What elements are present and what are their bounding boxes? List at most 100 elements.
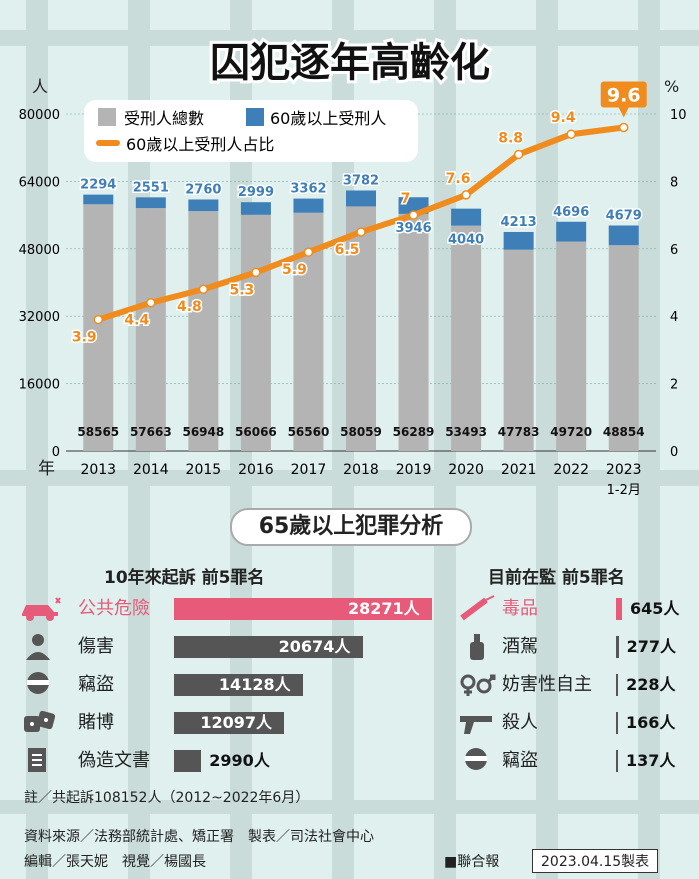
share-label: 4.8 bbox=[177, 299, 202, 315]
bar-elderly bbox=[188, 199, 219, 212]
dice-icon bbox=[18, 708, 62, 736]
syringe-icon bbox=[456, 594, 500, 622]
rank-bar bbox=[174, 674, 303, 696]
bar-total bbox=[451, 225, 482, 451]
share-point bbox=[251, 267, 261, 278]
y2-tick-label: 8 bbox=[670, 175, 678, 190]
bar-total-label: 56948 bbox=[182, 425, 224, 439]
left-axis-unit: 人 bbox=[32, 77, 48, 96]
bar-total bbox=[503, 249, 534, 451]
rank-value: 137人 bbox=[626, 751, 676, 770]
bar-elderly-label: 3782 bbox=[343, 173, 379, 188]
share-label: 9.6 bbox=[607, 84, 641, 106]
x-tick-label: 2022 bbox=[553, 462, 589, 478]
gun-icon bbox=[456, 708, 500, 736]
rank-bar bbox=[616, 674, 619, 696]
bar-elderly bbox=[451, 208, 482, 226]
legend-swatch-share bbox=[96, 140, 120, 146]
y2-tick-label: 0 bbox=[670, 445, 678, 460]
rank-bar bbox=[616, 750, 618, 772]
y2-tick-label: 2 bbox=[670, 378, 678, 393]
source-line: 資料來源／法務部統計處、矯正署 製表／司法社會中心 bbox=[24, 829, 374, 845]
rank-label: 酒駕 bbox=[502, 636, 538, 657]
share-point bbox=[198, 284, 209, 294]
rank-bar bbox=[174, 712, 285, 734]
bar-elderly bbox=[135, 197, 166, 209]
bar-total-label: 53493 bbox=[445, 425, 487, 439]
analysis-title: 65歲以上犯罪分析 bbox=[230, 508, 472, 546]
legend-label-elderly: 60歲以上受刑人 bbox=[270, 109, 386, 128]
bar-total bbox=[240, 214, 271, 451]
injury-icon bbox=[18, 632, 62, 660]
bar-elderly-label: 2551 bbox=[133, 180, 169, 195]
bar-elderly-label: 4679 bbox=[606, 208, 642, 223]
share-label: 9.4 bbox=[551, 110, 576, 126]
bar-elderly-label: 3362 bbox=[290, 182, 326, 197]
bar-total-label: 56289 bbox=[393, 425, 435, 439]
share-point bbox=[303, 247, 314, 257]
thief-icon bbox=[456, 746, 500, 774]
share-label: 5.9 bbox=[282, 262, 307, 278]
chart-title: 囚犯逐年高齡化 bbox=[210, 40, 490, 86]
share-label: 8.8 bbox=[498, 130, 523, 146]
bar-total-label: 56560 bbox=[288, 425, 330, 439]
rank-value: 20674人 bbox=[278, 637, 351, 656]
bar-total bbox=[398, 213, 429, 451]
y2-tick-label: 6 bbox=[670, 243, 678, 258]
bar-elderly bbox=[503, 231, 534, 250]
rank-value: 166人 bbox=[626, 713, 676, 732]
bar-total-label: 49720 bbox=[550, 425, 592, 439]
y-tick-label: 16000 bbox=[19, 378, 60, 393]
rank-bar bbox=[616, 598, 622, 620]
document-icon bbox=[18, 746, 62, 774]
x-tick-label: 2016 bbox=[238, 462, 274, 478]
share-label: 6.5 bbox=[335, 242, 360, 258]
rank-bar bbox=[616, 636, 619, 658]
rank-bar bbox=[174, 636, 363, 658]
bar-elderly bbox=[83, 194, 114, 205]
share-callout-pointer bbox=[618, 107, 629, 118]
bar-total-label: 57663 bbox=[130, 425, 172, 439]
x-tick-label: 2014 bbox=[133, 462, 169, 478]
bar-total bbox=[346, 206, 376, 451]
bar-elderly bbox=[556, 221, 587, 242]
rank-label: 偽造文書 bbox=[78, 750, 150, 771]
bar-elderly bbox=[346, 190, 376, 207]
x-tick-label: 2019 bbox=[396, 462, 432, 478]
x-tick-label: 2017 bbox=[291, 462, 327, 478]
bar-total-label: 58565 bbox=[77, 425, 119, 439]
share-point bbox=[461, 190, 471, 200]
thief-icon bbox=[18, 670, 62, 698]
bar-elderly-label: 4696 bbox=[553, 205, 589, 220]
legend-swatch-total bbox=[98, 108, 116, 126]
bar-total bbox=[135, 208, 166, 451]
bar-elderly-label: 2760 bbox=[185, 182, 221, 197]
share-label: 7 bbox=[401, 191, 411, 207]
x-tick-label: 2013 bbox=[80, 462, 116, 478]
rank-label: 殺人 bbox=[502, 712, 538, 733]
rank-value: 2990人 bbox=[209, 751, 270, 770]
bar-total-label: 48854 bbox=[603, 425, 645, 439]
bar-elderly bbox=[293, 198, 324, 213]
rank-label: 公共危險 bbox=[78, 598, 150, 619]
share-point bbox=[513, 149, 524, 160]
share-point bbox=[408, 210, 419, 220]
bar-elderly bbox=[608, 225, 639, 246]
share-callout-box bbox=[600, 81, 647, 108]
date-stamp: 2023.04.15製表 bbox=[532, 849, 659, 873]
rank-label: 傷害 bbox=[78, 636, 114, 657]
rank-value: 645人 bbox=[630, 599, 680, 618]
bar-elderly-label: 3946 bbox=[395, 221, 431, 236]
rank-bar bbox=[174, 598, 432, 620]
bar-elderly-label: 2294 bbox=[80, 178, 116, 193]
legend-label-share: 60歲以上受刑人占比 bbox=[126, 135, 274, 154]
x-tick-label: 2018 bbox=[343, 462, 379, 478]
x-tick-label: 2020 bbox=[448, 462, 484, 478]
bar-elderly-label: 4040 bbox=[448, 233, 484, 248]
bar-total bbox=[188, 211, 219, 451]
publisher: ■聯合報 bbox=[444, 854, 500, 870]
rank-label: 竊盜 bbox=[502, 750, 538, 771]
rank-label: 竊盜 bbox=[78, 674, 114, 695]
rank-value: 28271人 bbox=[348, 599, 420, 618]
right-axis-unit: % bbox=[664, 77, 679, 96]
